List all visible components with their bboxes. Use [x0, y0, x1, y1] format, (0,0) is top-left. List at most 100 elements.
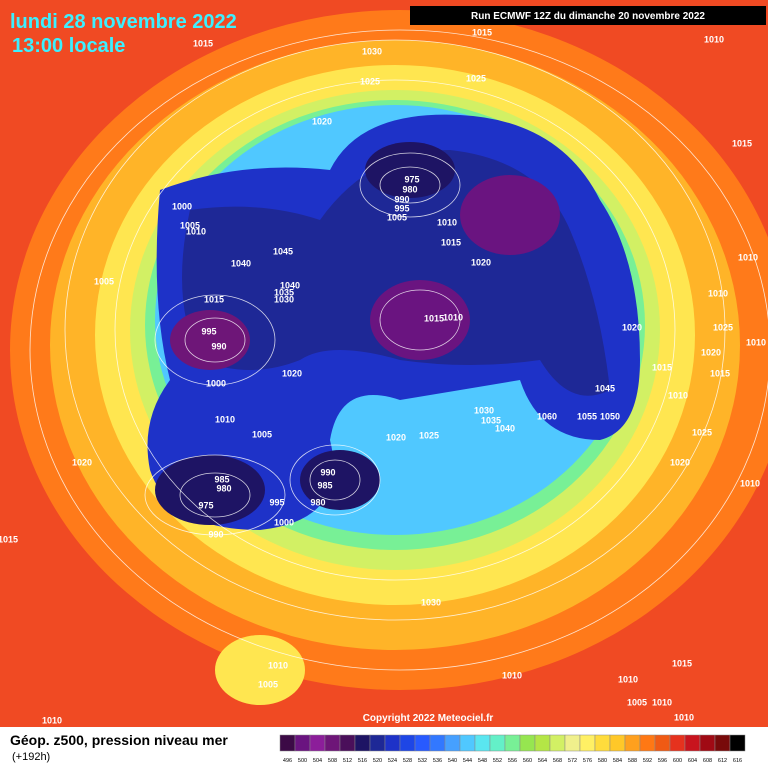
isobar-label: 1055: [577, 411, 597, 421]
legend-swatch: [414, 734, 431, 752]
legend-label: 552: [493, 758, 502, 764]
isobar-label: 1045: [273, 246, 293, 256]
legend-label: 516: [358, 758, 367, 764]
legend-label: 544: [463, 758, 472, 764]
isobar-label: 1030: [474, 405, 494, 415]
isobar-label: 1010: [618, 674, 638, 684]
isobar-label: 1010: [186, 226, 206, 236]
color-legend: 496 500 504 508 512 516 520 524 528 532 536 540 544 5…: [279, 734, 746, 764]
legend-swatch: [474, 734, 491, 752]
isobar-label: 990: [208, 529, 223, 539]
map-time: 13:00 locale: [12, 35, 125, 57]
isobar-label: 1015: [0, 534, 18, 544]
legend-swatch: [369, 734, 386, 752]
isobar-label: 1015: [204, 294, 224, 304]
legend-label: 600: [673, 758, 682, 764]
isobar-label: 1010: [668, 390, 688, 400]
legend-swatch: [504, 734, 521, 752]
isobar-label: 1060: [537, 411, 557, 421]
isobar-label: 1020: [622, 322, 642, 332]
footer: Géop. z500, pression niveau mer (+192h) …: [10, 732, 746, 764]
isobar-label: 1025: [713, 322, 733, 332]
isobar-label: 1005: [180, 220, 200, 230]
isobar-label: 1015: [441, 237, 461, 247]
legend-label: 564: [538, 758, 547, 764]
legend-swatch: [339, 734, 356, 752]
legend-swatch: [684, 734, 701, 752]
legend-swatch: [624, 734, 641, 752]
legend-label: 572: [568, 758, 577, 764]
isobar-label: 1025: [692, 427, 712, 437]
map: lundi 28 novembre 2022 13:00 locale Run …: [0, 0, 768, 727]
low-core: [460, 175, 560, 255]
isobar-label: 985: [214, 474, 229, 484]
legend-swatch: [399, 734, 416, 752]
isobar-label: 1030: [421, 597, 441, 607]
legend-label: 592: [643, 758, 652, 764]
isobar-label: 1005: [387, 212, 407, 222]
isobar-label: 995: [394, 203, 409, 213]
map-date: lundi 28 novembre 2022: [10, 11, 237, 33]
legend-label: 576: [583, 758, 592, 764]
legend-swatch: [534, 734, 551, 752]
legend-label: 608: [703, 758, 712, 764]
isobar-label: 1020: [386, 432, 406, 442]
legend-label: 536: [433, 758, 442, 764]
isobar-label: 1050: [600, 411, 620, 421]
isobar-label: 980: [216, 483, 231, 493]
legend-swatch: [459, 734, 476, 752]
isobar-label: 1010: [268, 660, 288, 670]
legend-swatch: [294, 734, 311, 752]
legend-swatch: [699, 734, 716, 752]
legend-label: 496: [283, 758, 292, 764]
legend-swatch: [729, 734, 746, 752]
isobar-label: 995: [269, 497, 284, 507]
isobar-label: 1015: [193, 38, 213, 48]
legend-swatch: [579, 734, 596, 752]
isobar-label: 990: [211, 341, 226, 351]
isobar-label: 1040: [231, 258, 251, 268]
legend-label: 528: [403, 758, 412, 764]
legend-swatch: [714, 734, 731, 752]
legend-label: 520: [373, 758, 382, 764]
legend-label: 604: [688, 758, 697, 764]
lead-time: (+192h): [12, 751, 50, 763]
isobars: [29, 29, 768, 671]
legend-swatch: [489, 734, 506, 752]
low-core: [370, 280, 470, 360]
legend-label: 596: [658, 758, 667, 764]
isobar-label: 1020: [670, 457, 690, 467]
isobar-label: 1010: [738, 252, 758, 262]
legend-swatch: [639, 734, 656, 752]
legend-label: 588: [628, 758, 637, 764]
isobar-label: 1040: [280, 280, 300, 290]
legend-label: 524: [388, 758, 397, 764]
isobar-label: 985: [317, 480, 332, 490]
isobar-label: 1005: [258, 679, 278, 689]
isobar-label: 1000: [172, 201, 192, 211]
isobar-label: 1025: [466, 73, 486, 83]
isobar-label: 1010: [652, 697, 672, 707]
legend-swatch: [564, 734, 581, 752]
isobar-label: 1015: [672, 658, 692, 668]
legend-label: 584: [613, 758, 622, 764]
legend-label: 616: [733, 758, 742, 764]
legend-swatch: [654, 734, 671, 752]
legend-swatch: [354, 734, 371, 752]
isobar-label: 1020: [471, 257, 491, 267]
legend-label: 612: [718, 758, 727, 764]
isobar-label: 1005: [252, 429, 272, 439]
isobar-label: 1005: [94, 276, 114, 286]
legend-label: 532: [418, 758, 427, 764]
isobar-label: 1010: [704, 34, 724, 44]
isobar-label: 980: [310, 497, 325, 507]
isobar-label: 1015: [652, 362, 672, 372]
low-core: [155, 455, 265, 525]
isobar-label: 1015: [732, 138, 752, 148]
isobar-label: 980: [402, 184, 417, 194]
isobar-label: 1000: [206, 378, 226, 388]
isobar-label: 1035: [481, 415, 501, 425]
isobar-label: 975: [198, 500, 213, 510]
legend-label: 504: [313, 758, 322, 764]
